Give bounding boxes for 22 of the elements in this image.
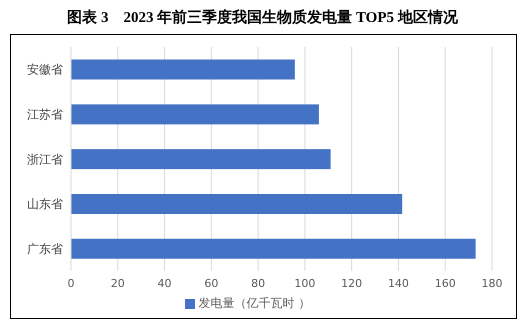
legend-label: 发电量（亿千瓦时 ） [198,296,310,310]
x-tick-label: 80 [251,276,266,290]
bar [71,104,319,124]
x-tick-label: 60 [204,276,218,290]
bar [71,60,295,80]
bar [71,194,402,214]
x-tick-label: 0 [68,276,74,290]
x-tick-label: 140 [388,276,409,290]
bar [71,149,331,170]
x-tick-label: 180 [482,276,502,290]
x-tick-label: 100 [294,276,316,290]
x-tick-label: 120 [341,276,362,290]
x-tick-label: 40 [158,276,172,290]
chart-title: 图表 3 2023 年前三季度我国生物质发电量 TOP5 地区情况 [66,8,459,28]
y-tick-label: 浙江省 [27,152,63,166]
y-tick-label: 安徽省 [27,62,63,77]
y-tick-label: 山东省 [27,197,63,212]
y-tick-label: 广东省 [27,242,63,256]
bar [71,238,476,259]
x-tick-label: 20 [110,276,125,290]
x-tick-label: 160 [434,276,456,290]
y-tick-label: 江苏省 [27,107,63,122]
